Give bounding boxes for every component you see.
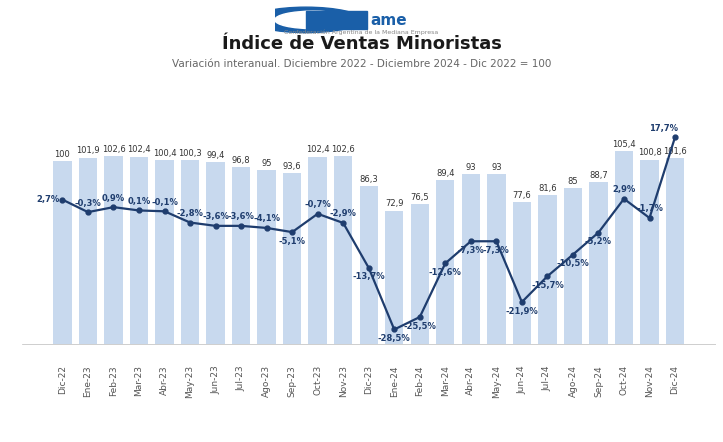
Bar: [232, 167, 250, 344]
Bar: [436, 180, 455, 344]
Text: -2,8%: -2,8%: [176, 209, 203, 218]
Bar: [54, 161, 72, 344]
Bar: [564, 188, 582, 344]
Text: -5,2%: -5,2%: [585, 237, 612, 246]
Text: -0,1%: -0,1%: [151, 198, 178, 207]
Text: 95: 95: [262, 159, 272, 168]
Bar: [309, 156, 327, 344]
Text: 100,4: 100,4: [153, 149, 176, 158]
Text: -2,9%: -2,9%: [330, 210, 356, 218]
Text: 85: 85: [568, 177, 578, 186]
Text: -15,7%: -15,7%: [531, 281, 564, 290]
Text: 76,5: 76,5: [411, 193, 429, 202]
Bar: [181, 160, 200, 344]
Text: 96,8: 96,8: [232, 156, 250, 165]
Text: -4,1%: -4,1%: [253, 214, 280, 223]
Text: 93,6: 93,6: [283, 161, 301, 171]
Text: 89,4: 89,4: [436, 169, 455, 178]
Text: -10,5%: -10,5%: [557, 259, 589, 268]
Text: Variación interanual. Diciembre 2022 - Diciembre 2024 - Dic 2022 = 100: Variación interanual. Diciembre 2022 - D…: [172, 59, 551, 69]
Text: -25,5%: -25,5%: [403, 322, 436, 331]
Text: -3,6%: -3,6%: [202, 212, 229, 221]
Text: 93: 93: [466, 163, 476, 171]
Text: 2,9%: 2,9%: [612, 185, 636, 194]
Bar: [130, 156, 148, 344]
Text: 86,3: 86,3: [359, 175, 378, 184]
Bar: [385, 211, 403, 344]
Text: -0,3%: -0,3%: [74, 198, 101, 208]
Bar: [411, 204, 429, 344]
Text: Índice de Ventas Minoristas: Índice de Ventas Minoristas: [221, 35, 502, 53]
Text: 101,6: 101,6: [663, 147, 687, 156]
Bar: [615, 151, 633, 344]
Bar: [334, 156, 352, 344]
Text: 105,4: 105,4: [612, 140, 636, 149]
Bar: [155, 160, 174, 344]
Bar: [283, 173, 301, 344]
Text: 99,4: 99,4: [206, 151, 225, 160]
Text: 17,7%: 17,7%: [649, 124, 677, 133]
Bar: [104, 156, 123, 344]
Bar: [641, 160, 659, 344]
Text: 102,6: 102,6: [102, 145, 125, 154]
Text: -3,6%: -3,6%: [228, 212, 254, 221]
Text: 88,7: 88,7: [589, 171, 608, 179]
Text: -7,3%: -7,3%: [458, 246, 484, 255]
Text: 0,9%: 0,9%: [102, 194, 125, 202]
Text: 102,6: 102,6: [331, 145, 355, 154]
Text: 101,9: 101,9: [76, 146, 100, 155]
Text: 100: 100: [54, 150, 70, 159]
Text: ame: ame: [370, 13, 407, 28]
Text: 77,6: 77,6: [513, 191, 531, 200]
Bar: [306, 11, 367, 29]
Text: 2,7%: 2,7%: [37, 195, 60, 204]
Text: 81,6: 81,6: [538, 183, 557, 193]
Text: 100,3: 100,3: [178, 149, 202, 158]
Bar: [538, 195, 557, 344]
Text: -5,1%: -5,1%: [278, 236, 306, 246]
Text: -28,5%: -28,5%: [378, 334, 411, 343]
Text: 0,1%: 0,1%: [127, 197, 150, 206]
Bar: [666, 158, 684, 344]
Text: 102,4: 102,4: [127, 145, 151, 154]
Text: -12,6%: -12,6%: [429, 268, 462, 277]
Bar: [359, 186, 378, 344]
Text: Confederación Argentina de la Mediana Empresa: Confederación Argentina de la Mediana Em…: [284, 30, 439, 35]
Text: 72,9: 72,9: [385, 199, 403, 209]
Bar: [513, 202, 531, 344]
Bar: [206, 162, 225, 344]
Text: 93: 93: [491, 163, 502, 171]
Bar: [487, 174, 505, 344]
Text: 102,4: 102,4: [306, 145, 330, 154]
Text: -7,3%: -7,3%: [483, 246, 510, 255]
Text: -0,7%: -0,7%: [304, 200, 331, 209]
Circle shape: [275, 11, 351, 29]
Bar: [79, 157, 97, 344]
Text: -13,7%: -13,7%: [352, 272, 385, 282]
Text: -21,9%: -21,9%: [505, 307, 538, 316]
Circle shape: [250, 7, 362, 33]
Text: -1,7%: -1,7%: [636, 204, 663, 213]
Bar: [589, 182, 607, 344]
Bar: [462, 174, 480, 344]
Bar: [257, 170, 275, 344]
Text: 100,8: 100,8: [638, 149, 662, 157]
